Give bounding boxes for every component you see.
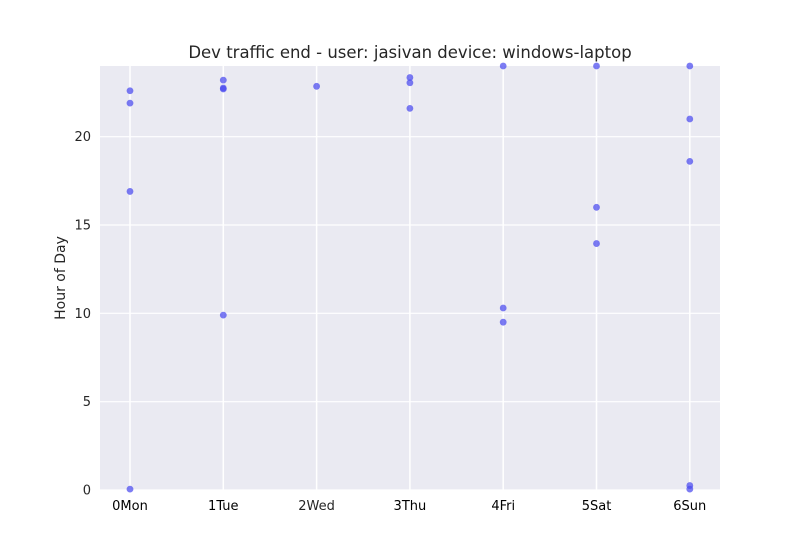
y-tick-label: 20 — [74, 130, 91, 145]
y-tick-label: 5 — [83, 395, 91, 410]
data-point — [126, 99, 134, 107]
x-tick-label: 4Fri — [491, 499, 515, 514]
data-point — [126, 87, 134, 95]
data-point — [219, 76, 227, 84]
y-tick-label: 10 — [74, 307, 91, 322]
data-point — [686, 62, 694, 70]
data-point — [406, 79, 414, 87]
data-point — [593, 203, 600, 211]
data-point — [499, 62, 507, 70]
vertical-gridlines — [129, 66, 691, 490]
data-point — [313, 82, 320, 90]
data-points — [126, 62, 694, 493]
data-point — [219, 311, 227, 319]
data-point — [499, 318, 507, 326]
x-tick-label: 0Mon — [112, 499, 148, 514]
data-point — [219, 85, 227, 93]
data-point — [593, 62, 600, 70]
data-point — [686, 158, 694, 165]
data-point — [499, 304, 507, 312]
y-tick-label: 15 — [74, 219, 91, 234]
y-tick-labels: 0 5 10 15 20 — [74, 130, 91, 498]
y-axis-label: Hour of Day — [53, 236, 69, 320]
data-point — [686, 115, 694, 123]
x-tick-label: 2Wed — [298, 499, 335, 514]
data-point — [126, 188, 134, 195]
chart-title: Dev traffic end - user: jasivan device: … — [188, 43, 631, 62]
data-point — [406, 74, 414, 81]
x-tick-label: 1Tue — [208, 499, 238, 514]
x-tick-label: 6Sun — [673, 499, 706, 514]
x-tick-labels: 0Mon 1Tue 2Wed 3Thu 4Fri 5Sat 6Sun — [112, 499, 706, 514]
data-point — [686, 485, 694, 493]
x-tick-label: 3Thu — [394, 499, 427, 514]
x-tick-label: 5Sat — [582, 499, 612, 514]
data-point — [406, 105, 414, 112]
y-tick-label: 0 — [83, 484, 91, 499]
data-point — [593, 240, 600, 247]
data-point — [126, 485, 134, 493]
